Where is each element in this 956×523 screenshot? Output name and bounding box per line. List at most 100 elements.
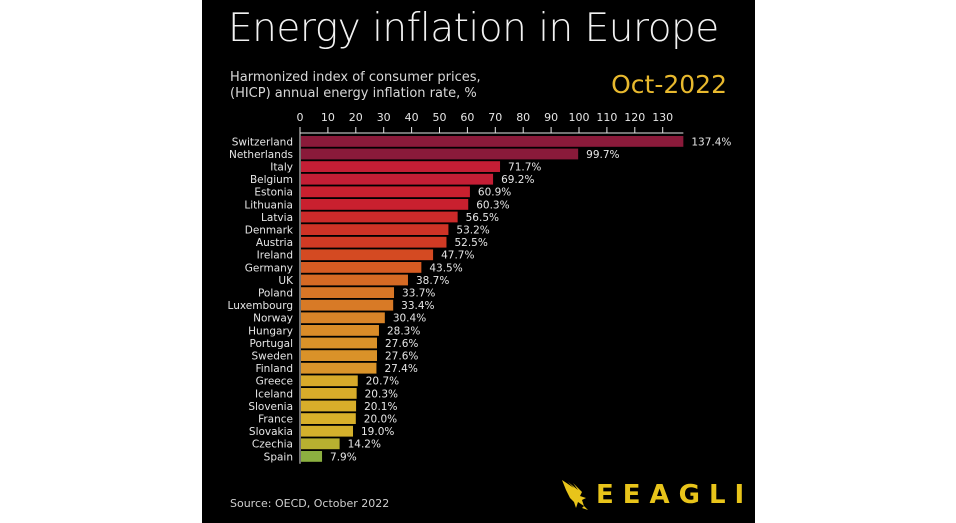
category-label: Finland	[255, 363, 293, 375]
date-label: Oct-2022	[611, 70, 727, 99]
data-label: 60.3%	[476, 199, 509, 211]
category-label: Austria	[256, 237, 293, 249]
category-label: Spain	[264, 451, 293, 463]
x-tick-label: 110	[596, 111, 617, 124]
data-label: 27.4%	[384, 363, 417, 375]
category-label: Germany	[245, 262, 293, 274]
bar-chart: 0 10 20 30 40 50 60 70 80 90 100 110 120 130 Switzerla…	[228, 111, 731, 464]
bar	[301, 148, 579, 160]
category-label: Italy	[270, 162, 293, 174]
data-label: 20.1%	[364, 401, 397, 413]
bar	[301, 211, 458, 223]
bar	[301, 186, 470, 198]
brand-logo: EEAGLI	[560, 478, 753, 512]
data-label: 53.2%	[456, 225, 489, 237]
category-label: Sweden	[252, 351, 294, 363]
category-label: UK	[278, 275, 294, 287]
x-tick-label: 0	[297, 111, 304, 124]
x-tick-label: 50	[433, 111, 447, 124]
data-label: 7.9%	[330, 451, 357, 463]
data-label: 52.5%	[454, 237, 487, 249]
x-tick-label: 30	[377, 111, 391, 124]
x-tick-label: 90	[544, 111, 558, 124]
category-label: Portugal	[250, 338, 294, 350]
bar	[301, 337, 378, 349]
bar	[301, 400, 357, 412]
data-label: 28.3%	[387, 325, 420, 337]
x-tick-label: 130	[652, 111, 673, 124]
data-label: 60.9%	[478, 187, 511, 199]
bar	[301, 173, 494, 185]
data-label: 27.6%	[385, 338, 418, 350]
x-tick-label: 40	[405, 111, 419, 124]
data-label: 56.5%	[466, 212, 499, 224]
data-label: 43.5%	[429, 262, 462, 274]
category-label: Czechia	[252, 439, 293, 451]
data-label: 137.4%	[691, 136, 731, 148]
category-label: Denmark	[245, 225, 294, 237]
data-label: 38.7%	[416, 275, 449, 287]
category-label: Hungary	[248, 325, 293, 337]
category-label: Latvia	[261, 212, 293, 224]
x-tick-label: 70	[488, 111, 502, 124]
x-tick-label: 60	[460, 111, 474, 124]
chart-title: Energy inflation in Europe	[228, 6, 719, 51]
data-label: 19.0%	[361, 426, 394, 438]
data-label: 27.6%	[385, 351, 418, 363]
source-note: Source: OECD, October 2022	[230, 497, 390, 510]
chart-subtitle-line2: (HICP) annual energy inflation rate, %	[230, 86, 477, 101]
category-label: Belgium	[250, 174, 293, 186]
bar	[301, 413, 356, 424]
category-label: Luxembourg	[228, 300, 293, 312]
eagle-icon	[562, 480, 588, 510]
category-label: Norway	[253, 313, 293, 325]
bar	[301, 299, 394, 311]
data-label: 20.7%	[366, 376, 399, 388]
data-label: 14.2%	[348, 439, 381, 451]
bar	[301, 161, 501, 172]
data-label: 20.3%	[365, 388, 398, 400]
bar	[301, 375, 358, 387]
bar	[301, 425, 354, 437]
category-label: Poland	[258, 288, 293, 300]
bar	[301, 362, 377, 374]
bar	[301, 438, 340, 450]
category-label: Netherlands	[229, 149, 293, 161]
category-label: France	[258, 414, 293, 426]
bar	[301, 224, 449, 235]
category-label: Switzerland	[232, 136, 293, 148]
brand-name: EEAGLI	[596, 480, 754, 510]
bar	[301, 274, 408, 286]
category-label: Estonia	[254, 187, 293, 199]
category-label: Slovenia	[248, 401, 293, 413]
data-label: 69.2%	[501, 174, 534, 186]
category-label: Slovakia	[249, 426, 293, 438]
chart-subtitle-line1: Harmonized index of consumer prices,	[230, 70, 481, 85]
bar	[301, 236, 447, 248]
data-label: 47.7%	[441, 250, 474, 262]
data-label: 20.0%	[364, 414, 397, 426]
category-label: Ireland	[257, 250, 293, 262]
bar	[301, 451, 323, 462]
bar	[301, 249, 434, 261]
data-label: 71.7%	[508, 162, 541, 174]
bar	[301, 287, 395, 298]
bar	[301, 262, 422, 273]
x-tick-label: 120	[624, 111, 645, 124]
category-label: Lithuania	[244, 199, 293, 211]
data-label: 30.4%	[393, 313, 426, 325]
data-label: 99.7%	[586, 149, 619, 161]
bar	[301, 388, 357, 399]
x-tick-label: 20	[349, 111, 363, 124]
x-tick-label: 100	[569, 111, 590, 124]
x-tick-label: 10	[321, 111, 335, 124]
bar	[301, 325, 379, 336]
bar	[301, 312, 385, 324]
chart-panel: Energy inflation in Europe Harmonized in…	[202, 0, 755, 523]
category-label: Greece	[256, 376, 293, 388]
bar	[301, 199, 469, 210]
bar	[301, 136, 684, 147]
data-label: 33.4%	[401, 300, 434, 312]
data-label: 33.7%	[402, 288, 435, 300]
bar	[301, 350, 378, 361]
